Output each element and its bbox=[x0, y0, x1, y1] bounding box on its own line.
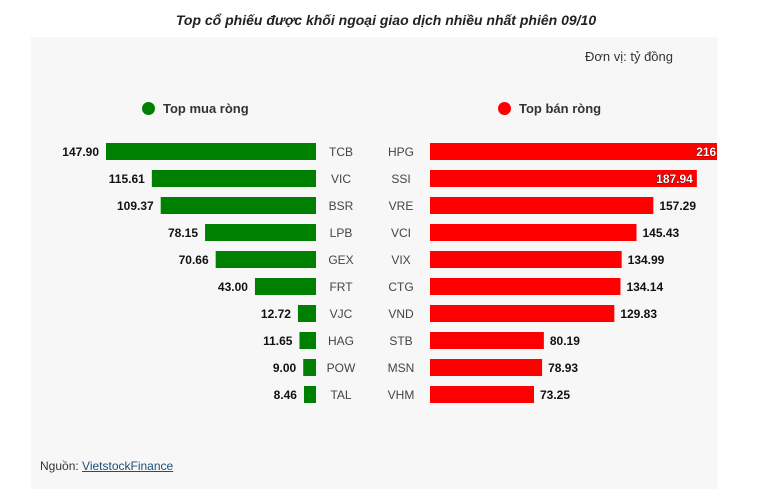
sell-category-label: VRE bbox=[389, 199, 414, 213]
sell-category-label: VCI bbox=[391, 226, 411, 240]
sell-bar bbox=[430, 386, 535, 403]
buy-bar bbox=[106, 143, 316, 160]
legend-sell: Top bán ròng bbox=[498, 101, 601, 116]
sell-category-label: HPG bbox=[388, 145, 414, 159]
buy-category-label: TCB bbox=[329, 145, 353, 159]
buy-value-label: 147.90 bbox=[62, 145, 99, 159]
buy-value-label: 43.00 bbox=[218, 280, 248, 294]
sell-value-label: 78.93 bbox=[548, 361, 578, 375]
sell-value-label: 73.25 bbox=[540, 388, 570, 402]
buy-category-label: HAG bbox=[328, 334, 354, 348]
sell-category-label: VIX bbox=[391, 253, 410, 267]
sell-value-label: 134.14 bbox=[626, 280, 663, 294]
buy-bar bbox=[205, 224, 316, 241]
buy-value-label: 11.65 bbox=[263, 334, 293, 348]
sell-value-label: 145.43 bbox=[642, 226, 679, 240]
sell-bar bbox=[430, 251, 622, 268]
buy-value-label: 9.00 bbox=[273, 361, 297, 375]
sell-value-label: 187.94 bbox=[656, 172, 693, 186]
legend-buy-label: Top mua ròng bbox=[163, 101, 249, 116]
sell-category-label: SSI bbox=[391, 172, 410, 186]
sell-value-label: 216.14 bbox=[696, 145, 717, 159]
chart-title: Top cổ phiếu được khối ngoại giao dịch n… bbox=[175, 12, 597, 28]
buy-bar bbox=[297, 305, 316, 322]
source-label: Nguồn: bbox=[40, 459, 83, 473]
sell-value-label: 80.19 bbox=[550, 334, 580, 348]
unit-label: Đơn vị: tỷ đồng bbox=[584, 49, 673, 64]
buy-category-label: POW bbox=[327, 361, 356, 375]
buy-category-label: TAL bbox=[330, 388, 351, 402]
buy-bar bbox=[299, 332, 316, 349]
buy-category-label: VIC bbox=[331, 172, 351, 186]
sell-bar bbox=[430, 170, 697, 187]
sell-category-label: VHM bbox=[388, 388, 415, 402]
sell-bar bbox=[430, 359, 543, 376]
buy-value-label: 109.37 bbox=[117, 199, 154, 213]
legend-sell-dot-icon bbox=[498, 102, 511, 115]
buy-value-label: 115.61 bbox=[109, 172, 145, 186]
sell-bar bbox=[430, 305, 615, 322]
buy-category-label: VJC bbox=[330, 307, 353, 321]
buy-bar bbox=[160, 197, 316, 214]
sell-value-label: 157.29 bbox=[659, 199, 696, 213]
sell-bar bbox=[430, 224, 637, 241]
sell-category-label: CTG bbox=[388, 280, 413, 294]
buy-category-label: BSR bbox=[329, 199, 354, 213]
buy-bar bbox=[303, 386, 316, 403]
buy-category-label: FRT bbox=[329, 280, 353, 294]
sell-value-label: 129.83 bbox=[620, 307, 657, 321]
sell-category-label: VND bbox=[388, 307, 414, 321]
buy-value-label: 70.66 bbox=[179, 253, 209, 267]
sell-bar bbox=[430, 197, 654, 214]
sell-value-label: 134.99 bbox=[628, 253, 665, 267]
buy-value-label: 78.15 bbox=[168, 226, 198, 240]
sell-bar bbox=[430, 143, 717, 160]
chart-panel: Đơn vị: tỷ đồng Top mua ròng Top bán ròn… bbox=[31, 37, 717, 489]
source-line: Nguồn: VietstockFinance bbox=[40, 459, 173, 473]
legend-buy-dot-icon bbox=[142, 102, 155, 115]
sell-bar bbox=[430, 278, 621, 295]
buy-value-label: 12.72 bbox=[261, 307, 291, 321]
bar-chart: 147.90 TCB 115.61 VIC 109.37 BSR 78.15 LPB 70.66… bbox=[62, 143, 717, 403]
buy-bar bbox=[254, 278, 316, 295]
buy-bar bbox=[151, 170, 316, 187]
buy-bar bbox=[215, 251, 316, 268]
buy-value-label: 8.46 bbox=[274, 388, 298, 402]
sell-bar bbox=[430, 332, 544, 349]
sell-category-label: MSN bbox=[388, 361, 415, 375]
buy-category-label: GEX bbox=[328, 253, 353, 267]
source-link[interactable]: VietstockFinance bbox=[82, 459, 174, 473]
legend-buy: Top mua ròng bbox=[142, 101, 249, 116]
buy-bar bbox=[303, 359, 316, 376]
buy-category-label: LPB bbox=[330, 226, 353, 240]
sell-category-label: STB bbox=[389, 334, 412, 348]
legend-sell-label: Top bán ròng bbox=[519, 101, 602, 116]
